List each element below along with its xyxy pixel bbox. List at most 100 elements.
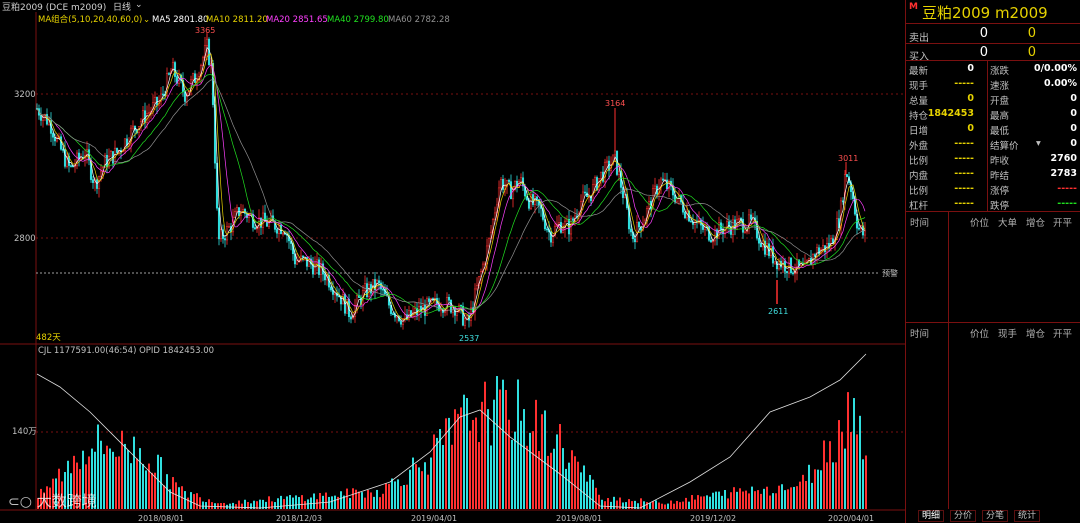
candle-body (103, 155, 107, 168)
volume-bar (541, 414, 543, 509)
volume-bar (148, 463, 150, 509)
volume-bar (199, 497, 201, 509)
volume-bar (487, 409, 489, 509)
tab-statistics[interactable]: 统计 (1014, 510, 1041, 522)
y-tick-label: 2800 (14, 234, 36, 244)
candle-body (545, 228, 549, 231)
candle-body (403, 314, 407, 319)
x-tick-label: 2019/04/01 (411, 514, 457, 523)
volume-bar (718, 491, 720, 509)
volume-bar (196, 493, 198, 509)
candle-body (465, 315, 469, 320)
quote-value: ----- (1057, 183, 1077, 194)
volume-bar (568, 462, 570, 509)
volume-bar (640, 498, 642, 509)
volume-bar (865, 455, 867, 509)
volume-bar (394, 481, 396, 509)
quote-row: 现手 ----- 速涨 0.00% (906, 76, 1080, 92)
volume-bar (511, 439, 513, 509)
volume-bar (55, 478, 57, 509)
detail-tabs: 明细 分价 分笔 统计 (906, 509, 1080, 523)
volume-bar (781, 484, 783, 509)
volume-bar (784, 490, 786, 509)
volume-bar (208, 499, 210, 509)
quote-value: ----- (954, 78, 974, 89)
volume-bar (766, 486, 768, 509)
price-volume-chart[interactable]: MA组合(5,10,20,40,60,0) ⌄ MA5 2801.80 MA10… (0, 12, 905, 523)
volume-bar (331, 496, 333, 509)
volume-bar (436, 437, 438, 509)
volume-bar (256, 501, 258, 509)
quote-label: 跌停 (990, 201, 1010, 212)
volume-bar (553, 448, 555, 509)
volume-bar (463, 394, 465, 509)
volume-bar (190, 492, 192, 509)
candle-body (835, 218, 839, 240)
volume-bar (670, 500, 672, 509)
volume-bar (355, 489, 357, 509)
candle-body (627, 207, 631, 230)
x-tick-label: 2018/08/01 (138, 514, 184, 523)
volume-bar (517, 379, 519, 509)
volume-bar (316, 499, 318, 509)
quote-value: ----- (954, 183, 974, 194)
candle-body (55, 137, 59, 142)
quote-label: 外盘 (909, 141, 929, 152)
candle-body (167, 73, 171, 75)
tab-price-distribution[interactable]: 分价 (950, 510, 977, 522)
market-logo-icon: M (909, 2, 918, 12)
candle-body (709, 239, 713, 243)
candle-body (775, 261, 779, 270)
volume-bar (304, 501, 306, 509)
quote-value: ----- (954, 153, 974, 164)
volume-bar (163, 485, 165, 509)
candle-body (329, 286, 333, 291)
volume-bar (730, 492, 732, 509)
candle-body (339, 295, 343, 305)
volume-bar (826, 462, 828, 509)
chevron-down-icon[interactable]: ▾ (1036, 138, 1041, 149)
sell-price: 0 (979, 26, 988, 41)
volume-bar (835, 462, 837, 509)
candle-body (281, 232, 285, 235)
period-selector[interactable]: 日线 (113, 3, 132, 13)
quote-label: 涨停 (990, 186, 1010, 197)
candle-body (377, 280, 381, 284)
volume-bar (733, 487, 735, 509)
candle-body (227, 226, 231, 228)
quote-label: 比例 (909, 156, 929, 167)
volume-bar (550, 452, 552, 509)
tab-tick-trades[interactable]: 分笔 (982, 510, 1009, 522)
volume-bar (520, 420, 522, 509)
volume-bar (139, 448, 141, 509)
volume-bar (76, 462, 78, 509)
volume-bar (277, 498, 279, 509)
volume-bar (751, 486, 753, 509)
volume-bar (388, 483, 390, 509)
volume-bar (97, 424, 99, 509)
volume-bar (205, 502, 207, 509)
candle-body (143, 110, 147, 123)
candle-body (51, 133, 55, 138)
chart-area[interactable]: MA组合(5,10,20,40,60,0) ⌄ MA5 2801.80 MA10… (0, 12, 905, 523)
volume-bar (592, 479, 594, 509)
volume-bar (853, 398, 855, 509)
candle-body (323, 273, 327, 281)
volume-bar (106, 445, 108, 509)
volume-bar (271, 501, 273, 509)
volume-bar (601, 499, 603, 509)
volume-bar (454, 409, 456, 509)
volume-bar (667, 503, 669, 509)
candle-body (155, 96, 159, 106)
candle-body (447, 297, 451, 301)
candle-body (475, 285, 479, 290)
quote-label: 现手 (909, 81, 929, 92)
candle-body (549, 231, 553, 243)
volume-bar (328, 496, 330, 509)
volume-bar (283, 499, 285, 509)
chevron-down-icon[interactable]: ⌄ (135, 0, 143, 10)
volume-bar (145, 470, 147, 509)
volume-bar (460, 407, 462, 509)
volume-bar (526, 445, 528, 509)
tab-details[interactable]: 明细 (918, 510, 945, 522)
